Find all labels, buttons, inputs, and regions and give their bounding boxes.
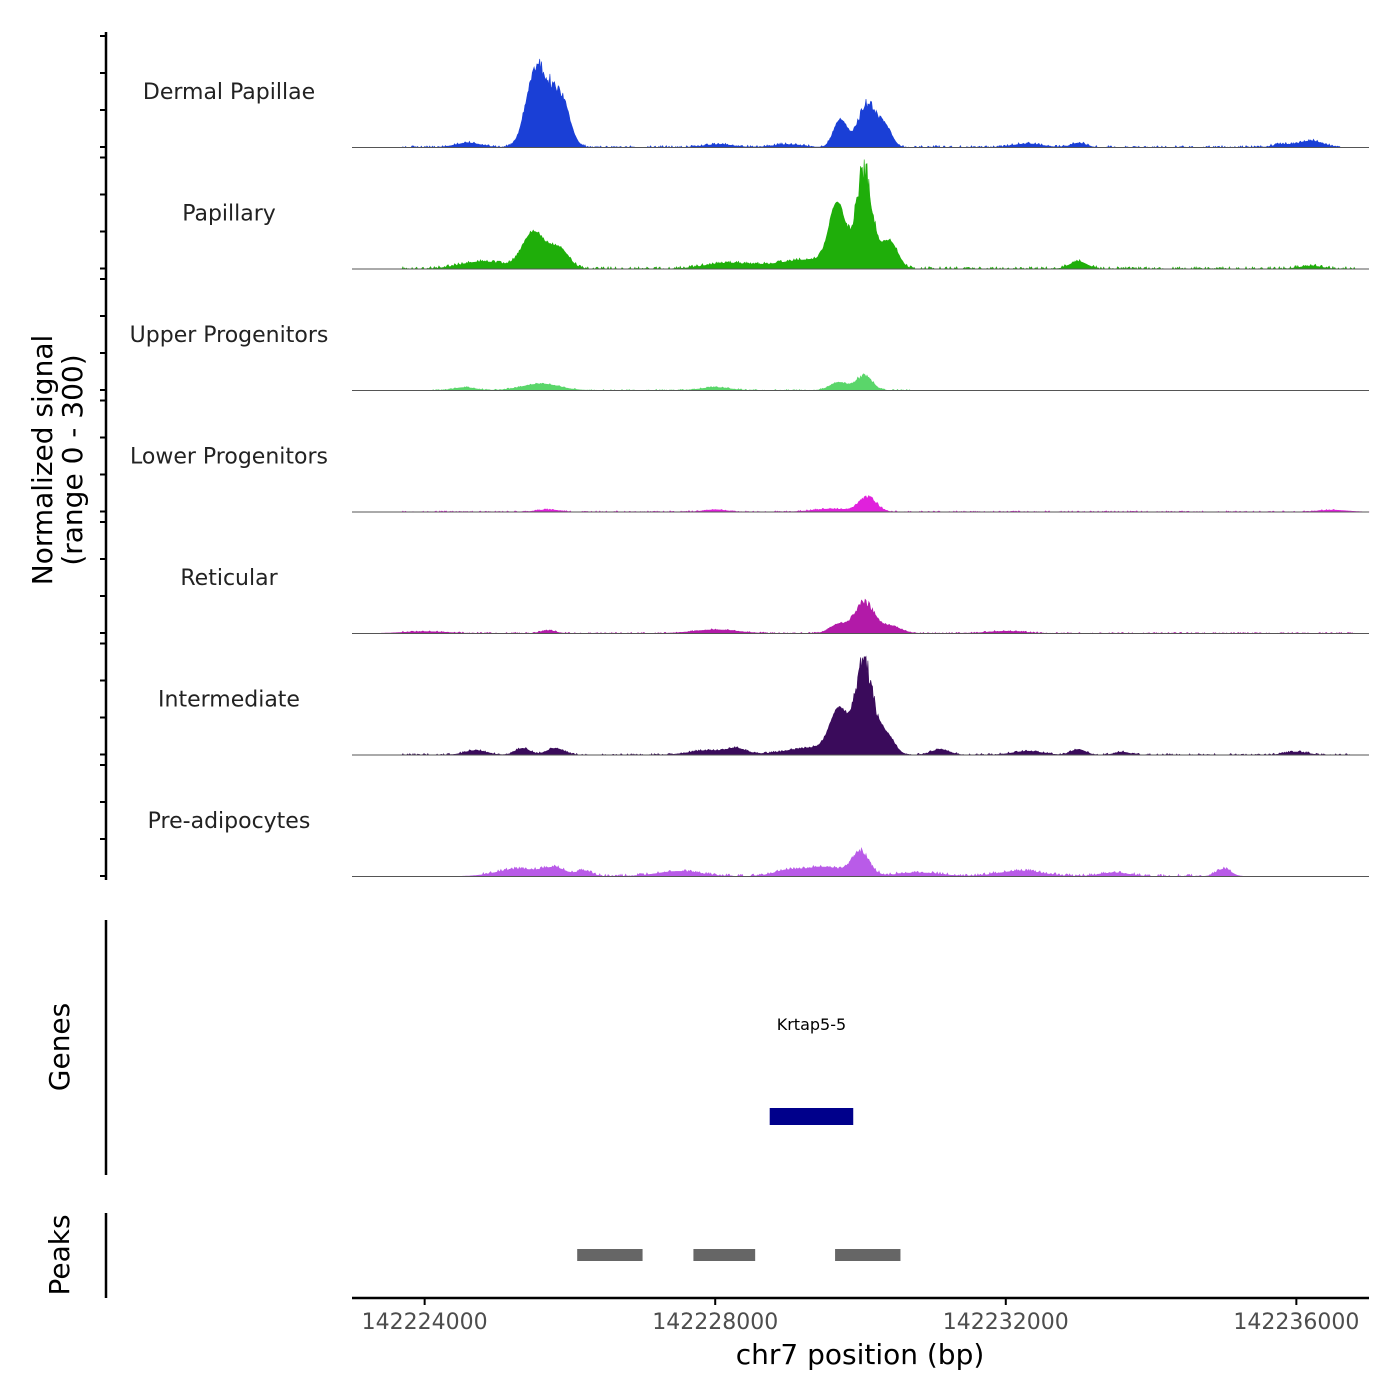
- genes-axis-title: Genes: [43, 1003, 76, 1091]
- x-axis-title: chr7 position (bp): [736, 1338, 985, 1371]
- track-1: Dermal Papillae: [143, 58, 1369, 149]
- signal-area: [352, 373, 1369, 391]
- track-label: Pre-adipocytes: [148, 809, 311, 834]
- track-label: Reticular: [180, 566, 278, 591]
- track-3: Upper Progenitors: [130, 323, 1369, 391]
- track-4: Lower Progenitors: [130, 445, 1370, 513]
- x-tick-label: 142236000: [1233, 1310, 1359, 1335]
- gene-name-label: Krtap5-5: [777, 1015, 846, 1034]
- x-tick-label: 142228000: [652, 1310, 778, 1335]
- signal-area: [352, 495, 1370, 513]
- x-tick-label: 142224000: [362, 1310, 488, 1335]
- gene-annotations: Krtap5-5: [769, 1015, 854, 1125]
- peak-region: [577, 1249, 643, 1261]
- signal-y-axis-title-line1: Normalized signal: [26, 335, 59, 586]
- track-label: Upper Progenitors: [130, 323, 329, 348]
- signal-tracks: Dermal Papillae Papillary Upper Progenitor…: [130, 58, 1370, 878]
- peak-regions: [577, 1249, 901, 1261]
- track-6: Intermediate: [158, 655, 1369, 756]
- peak-region: [693, 1249, 756, 1261]
- peak-region: [835, 1249, 901, 1261]
- gene-body: [769, 1108, 854, 1125]
- signal-y-ticks: [100, 35, 106, 877]
- track-label: Papillary: [182, 202, 276, 227]
- track-5: Reticular: [180, 566, 1369, 634]
- signal-area: [352, 655, 1369, 756]
- signal-y-axis-title-line2: (range 0 - 300): [56, 354, 89, 565]
- track-2: Papillary: [182, 159, 1369, 270]
- track-7: Pre-adipocytes: [148, 809, 1369, 878]
- signal-area: [352, 598, 1369, 634]
- signal-area: [352, 159, 1369, 270]
- x-tick-label: 142232000: [943, 1310, 1069, 1335]
- track-label: Intermediate: [158, 688, 300, 713]
- signal-area: [352, 58, 1369, 149]
- signal-area: [352, 846, 1369, 878]
- track-label: Lower Progenitors: [130, 445, 328, 470]
- x-axis-ticks: 142224000 142228000 142232000 142236000: [362, 1298, 1359, 1335]
- peaks-axis-title: Peaks: [43, 1214, 76, 1295]
- track-label: Dermal Papillae: [143, 80, 315, 105]
